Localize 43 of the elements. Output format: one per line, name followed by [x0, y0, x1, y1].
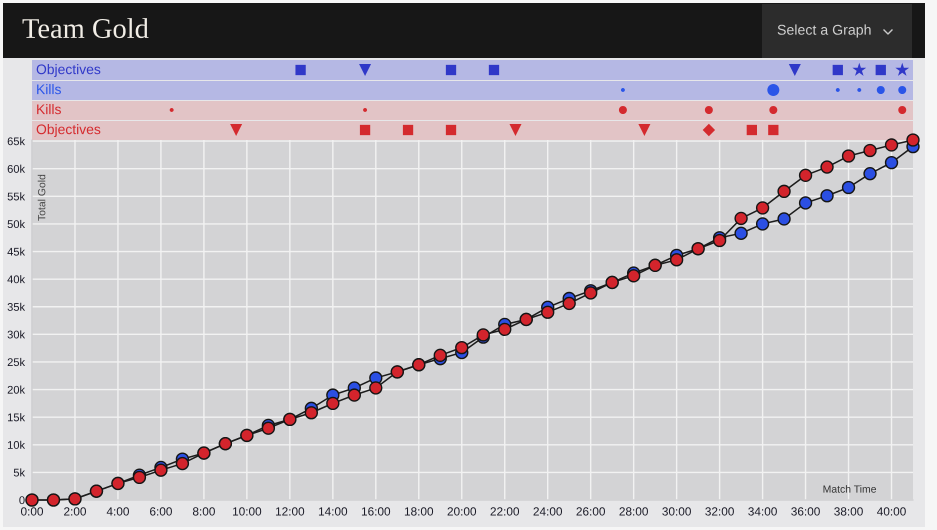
y-tick-label: 50k — [8, 220, 26, 228]
x-tick-label: 20:00 — [448, 507, 476, 516]
x-tick-label: 18:00 — [404, 507, 434, 516]
y-tick-label: 45k — [7, 248, 26, 256]
x-tick-label: 36:00 — [791, 507, 820, 516]
y-tick-label: 25k — [8, 358, 26, 366]
x-tick-label: 16:00 — [362, 507, 390, 516]
x-axis-title: Match Time — [824, 485, 876, 493]
y-tick-label: 5k — [14, 468, 26, 477]
y-tick-label: 65k — [8, 137, 26, 146]
y-tick-label: 20k — [8, 386, 26, 394]
x-tick-label: 32:00 — [705, 507, 734, 516]
x-tick-label: 4:00 — [106, 507, 129, 516]
x-tick-label: 30:00 — [662, 507, 691, 516]
y-tick-label: 30k — [8, 330, 26, 338]
x-tick-label: 40:00 — [877, 507, 906, 516]
x-tick-label: 8:00 — [192, 507, 215, 516]
x-tick-label: 14:00 — [318, 507, 348, 516]
text: Objectives — [36, 64, 100, 77]
x-tick-label: 12:00 — [276, 507, 304, 516]
chart-title: Team Gold — [22, 18, 149, 38]
y-tick-label: 10k — [8, 440, 26, 449]
y-axis-title: Total Gold — [38, 174, 46, 221]
y-tick-label: 15k — [8, 413, 26, 422]
text: Kills — [37, 84, 61, 94]
y-tick-label: 0 — [19, 496, 25, 504]
y-tick-label: 60k — [8, 164, 26, 173]
x-tick-label: 28:00 — [619, 507, 648, 516]
x-tick-label: 0:00 — [20, 507, 44, 516]
y-tick-label: 35k — [8, 302, 26, 311]
x-tick-label: 6:00 — [150, 507, 172, 516]
x-tick-label: 34:00 — [748, 507, 777, 516]
text: Kills — [37, 104, 61, 114]
y-tick-label: 55k — [8, 192, 26, 200]
y-tick-label: 40k — [7, 275, 26, 284]
x-tick-label: 2:00 — [64, 507, 86, 516]
x-tick-label: 38:00 — [834, 507, 863, 516]
x-tick-label: 26:00 — [576, 507, 605, 516]
x-tick-label: 22:00 — [490, 507, 520, 516]
x-tick-label: 10:00 — [233, 507, 262, 516]
text: Select a Graph — [778, 24, 871, 38]
text: Objectives — [36, 124, 100, 137]
x-tick-label: 24:00 — [534, 507, 562, 516]
